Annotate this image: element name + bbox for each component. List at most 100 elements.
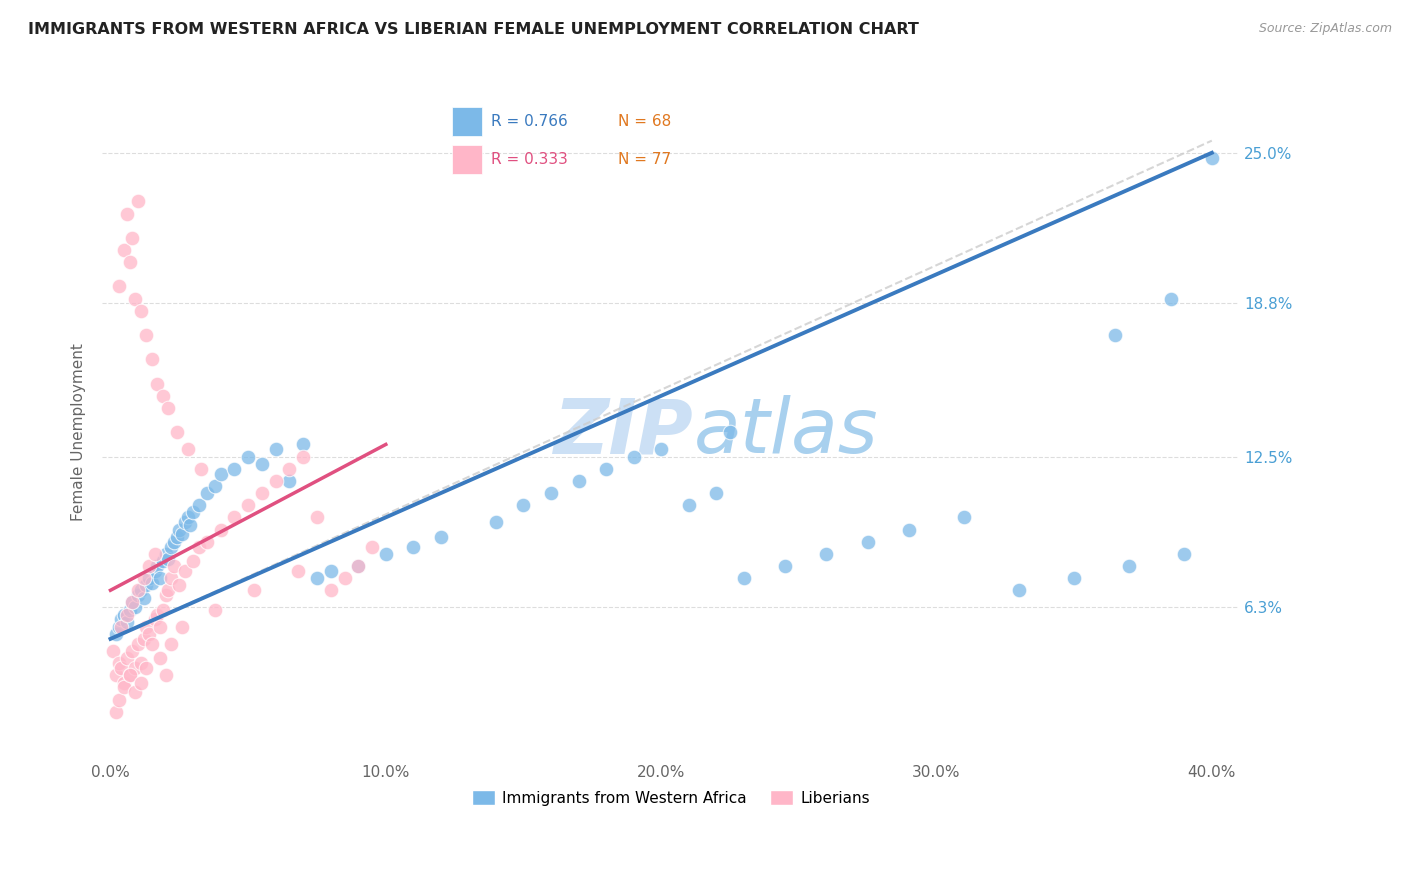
- Point: [187, 540, 209, 554]
- Point: [718, 425, 741, 440]
- Point: [118, 255, 141, 269]
- Point: [1173, 547, 1195, 561]
- Point: [650, 442, 672, 457]
- Point: [1160, 292, 1182, 306]
- Point: [152, 389, 174, 403]
- Point: [1008, 583, 1031, 598]
- Point: [224, 462, 246, 476]
- Point: [110, 661, 132, 675]
- Point: [333, 571, 356, 585]
- Point: [305, 571, 328, 585]
- Point: [170, 620, 193, 634]
- Point: [292, 450, 315, 464]
- Point: [678, 498, 700, 512]
- Point: [129, 583, 152, 598]
- Point: [121, 644, 143, 658]
- Point: [160, 637, 183, 651]
- Point: [104, 668, 127, 682]
- Point: [1118, 558, 1140, 573]
- Point: [195, 534, 218, 549]
- Point: [124, 661, 146, 675]
- Point: [107, 620, 129, 634]
- Point: [129, 675, 152, 690]
- Point: [485, 515, 508, 529]
- Point: [163, 558, 186, 573]
- Point: [347, 558, 370, 573]
- Point: [1063, 571, 1085, 585]
- Point: [143, 547, 166, 561]
- Text: IMMIGRANTS FROM WESTERN AFRICA VS LIBERIAN FEMALE UNEMPLOYMENT CORRELATION CHART: IMMIGRANTS FROM WESTERN AFRICA VS LIBERI…: [28, 22, 920, 37]
- Point: [129, 303, 152, 318]
- Point: [127, 194, 149, 209]
- Point: [181, 506, 204, 520]
- Point: [250, 457, 273, 471]
- Point: [132, 591, 155, 605]
- Point: [224, 510, 246, 524]
- Point: [361, 540, 384, 554]
- Point: [402, 540, 425, 554]
- Y-axis label: Female Unemployment: Female Unemployment: [72, 343, 86, 521]
- Legend: Immigrants from Western Africa, Liberians: Immigrants from Western Africa, Liberian…: [465, 783, 876, 812]
- Point: [856, 534, 879, 549]
- Point: [129, 656, 152, 670]
- Point: [124, 600, 146, 615]
- Point: [179, 517, 201, 532]
- Point: [512, 498, 534, 512]
- Point: [181, 554, 204, 568]
- Point: [112, 243, 135, 257]
- Point: [170, 527, 193, 541]
- Point: [104, 627, 127, 641]
- Point: [209, 523, 232, 537]
- Point: [287, 564, 309, 578]
- Point: [132, 571, 155, 585]
- Point: [118, 603, 141, 617]
- Point: [138, 627, 160, 641]
- Point: [155, 547, 177, 561]
- Point: [155, 588, 177, 602]
- Bar: [451, 145, 482, 175]
- Point: [319, 583, 342, 598]
- Point: [141, 637, 163, 651]
- Point: [953, 510, 976, 524]
- Point: [141, 352, 163, 367]
- Point: [1201, 151, 1223, 165]
- Point: [173, 515, 195, 529]
- Point: [149, 571, 172, 585]
- Point: [121, 231, 143, 245]
- Point: [107, 692, 129, 706]
- Point: [204, 603, 226, 617]
- Point: [176, 442, 198, 457]
- Point: [135, 578, 157, 592]
- Point: [169, 523, 191, 537]
- Point: [107, 656, 129, 670]
- Point: [347, 558, 370, 573]
- Point: [155, 668, 177, 682]
- Point: [127, 583, 149, 598]
- Point: [138, 558, 160, 573]
- Point: [278, 462, 301, 476]
- Point: [187, 498, 209, 512]
- Point: [430, 530, 453, 544]
- Point: [160, 540, 183, 554]
- Point: [149, 651, 172, 665]
- Point: [292, 437, 315, 451]
- Point: [110, 620, 132, 634]
- Point: [173, 564, 195, 578]
- Point: [623, 450, 645, 464]
- Point: [540, 486, 562, 500]
- Point: [135, 328, 157, 343]
- Point: [157, 583, 180, 598]
- Point: [141, 576, 163, 591]
- Point: [176, 510, 198, 524]
- Point: [138, 571, 160, 585]
- Point: [112, 681, 135, 695]
- Point: [195, 486, 218, 500]
- Point: [107, 279, 129, 293]
- Point: [209, 467, 232, 481]
- Point: [115, 615, 138, 629]
- Point: [143, 612, 166, 626]
- Point: [160, 571, 183, 585]
- Point: [897, 523, 920, 537]
- Point: [127, 588, 149, 602]
- Point: [190, 462, 212, 476]
